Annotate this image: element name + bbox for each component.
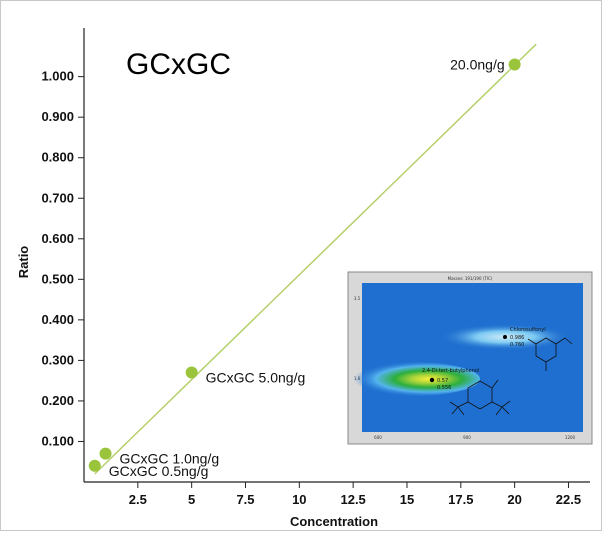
inset-title: Masses: 191/190 (TIC) bbox=[448, 276, 493, 281]
y-tick-label: 0.600 bbox=[41, 231, 74, 246]
inset-x-tick-1: 600 bbox=[374, 435, 382, 440]
inset-y-tick-1: 3.5 bbox=[354, 296, 361, 301]
y-tick-group: 0.100 0.200 0.300 0.400 0.500 0.600 0.700 0.800… bbox=[41, 69, 84, 448]
x-tick-group: 2.5 5 7.5 10 12.5 15 17.5 20 22.5 bbox=[129, 482, 581, 507]
y-tick-label: 0.700 bbox=[41, 190, 74, 205]
y-tick-label: 1.000 bbox=[41, 69, 74, 84]
inset-peak-1-marker bbox=[503, 335, 507, 339]
trend-line bbox=[94, 43, 537, 475]
x-tick-label: 5 bbox=[188, 492, 195, 507]
x-tick-label: 20 bbox=[507, 492, 521, 507]
x-tick-label: 15 bbox=[400, 492, 414, 507]
inset-chromatogram: Masses: 191/190 (TIC) 3.5 1.8 600 900 12… bbox=[344, 271, 593, 445]
y-tick-label: 0.400 bbox=[41, 312, 74, 327]
inset-peak-2-line2: 0.57 bbox=[437, 378, 448, 384]
data-point bbox=[88, 459, 101, 472]
data-point-label: 20.0ng/g bbox=[450, 56, 505, 72]
chart-title: GCxGC bbox=[126, 48, 231, 81]
inset-peak-1-line2: 0.986 bbox=[510, 335, 524, 341]
x-tick-label: 10 bbox=[292, 492, 306, 507]
x-tick-label: 12.5 bbox=[340, 492, 365, 507]
y-tick-label: 0.500 bbox=[41, 271, 74, 286]
molecule-structure-1 bbox=[527, 337, 573, 371]
y-tick-label: 0.800 bbox=[41, 150, 74, 165]
inset-peak-1-name: Chlorosulfonyl bbox=[510, 327, 546, 333]
y-tick-label: 0.900 bbox=[41, 109, 74, 124]
data-point-label: GCxGC 5.0ng/g bbox=[206, 370, 306, 386]
x-axis-label: Concentration bbox=[290, 514, 378, 529]
y-tick-label: 0.100 bbox=[41, 433, 74, 448]
inset-plot-area bbox=[362, 283, 583, 432]
y-tick-label: 0.300 bbox=[41, 352, 74, 367]
x-tick-label: 2.5 bbox=[129, 492, 147, 507]
inset-peak-2 bbox=[344, 362, 480, 396]
data-point-label: GCxGC 0.5ng/g bbox=[109, 463, 209, 479]
inset-x-tick-3: 1200 bbox=[565, 435, 576, 440]
y-tick-label: 0.200 bbox=[41, 393, 74, 408]
inset-peak-2-line3: 0.556 bbox=[437, 385, 451, 391]
data-points bbox=[88, 58, 521, 472]
data-point bbox=[99, 447, 112, 460]
y-axis-label: Ratio bbox=[16, 246, 31, 279]
inset-peak-1-line3: 0.760 bbox=[510, 342, 524, 348]
data-point bbox=[508, 58, 521, 71]
x-tick-label: 22.5 bbox=[556, 492, 581, 507]
data-point bbox=[185, 366, 198, 379]
molecule-structure-2 bbox=[449, 379, 511, 416]
data-point-label: GCxGC 1.0ng/g bbox=[120, 451, 220, 467]
x-tick-label: 17.5 bbox=[448, 492, 473, 507]
inset-peak-2-marker bbox=[429, 377, 435, 383]
inset-x-tick-2: 900 bbox=[463, 435, 471, 440]
x-tick-label: 7.5 bbox=[236, 492, 254, 507]
inset-peak-2-name: 2,4-Di-tert-butylphenol bbox=[422, 368, 479, 374]
